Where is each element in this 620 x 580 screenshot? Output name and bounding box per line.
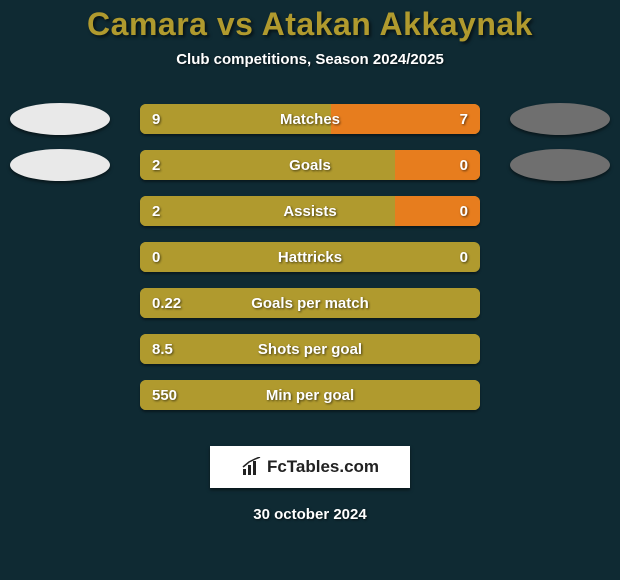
stat-bar: 550 Min per goal [140, 380, 480, 410]
stat-label: Goals [289, 157, 331, 174]
infographic: Camara vs Atakan Akkaynak Club competiti… [0, 0, 620, 580]
stat-right-value: 0 [460, 157, 468, 174]
right-player-badge [510, 103, 610, 135]
bar-labels: 8.5 Shots per goal [140, 334, 480, 364]
right-player-badge-cell [500, 149, 620, 181]
footer-date: 30 october 2024 [253, 506, 366, 523]
stat-label: Min per goal [266, 387, 354, 404]
stat-right-value: 7 [460, 111, 468, 128]
stat-left-value: 550 [152, 387, 177, 404]
bar-labels: 2 Goals 0 [140, 150, 480, 180]
stat-bar: 0 Hattricks 0 [140, 242, 480, 272]
branding-label: FcTables.com [267, 457, 379, 477]
stat-left-value: 0 [152, 249, 160, 266]
stat-row: 0.22 Goals per match [120, 288, 500, 318]
stat-bar: 2 Goals 0 [140, 150, 480, 180]
right-player-badge-cell [500, 103, 620, 135]
stat-left-value: 0.22 [152, 295, 181, 312]
bar-labels: 9 Matches 7 [140, 104, 480, 134]
stat-row: 550 Min per goal [120, 380, 500, 410]
stat-bar: 8.5 Shots per goal [140, 334, 480, 364]
bar-labels: 550 Min per goal [140, 380, 480, 410]
stat-left-value: 8.5 [152, 341, 173, 358]
right-player-badge [510, 149, 610, 181]
stat-label: Hattricks [278, 249, 342, 266]
bar-chart-icon [241, 457, 261, 477]
stat-right-value: 0 [460, 249, 468, 266]
page-subtitle: Club competitions, Season 2024/2025 [176, 51, 444, 68]
stat-bar: 2 Assists 0 [140, 196, 480, 226]
left-player-badge [10, 103, 110, 135]
bar-labels: 2 Assists 0 [140, 196, 480, 226]
stat-row: 0 Hattricks 0 [120, 242, 500, 272]
left-player-badge-cell [0, 103, 120, 135]
stat-left-value: 9 [152, 111, 160, 128]
stat-left-value: 2 [152, 203, 160, 220]
left-player-badge-cell [0, 149, 120, 181]
stat-row: 9 Matches 7 [120, 104, 500, 134]
stat-label: Assists [283, 203, 336, 220]
stat-label: Matches [280, 111, 340, 128]
bar-labels: 0 Hattricks 0 [140, 242, 480, 272]
stat-row: 8.5 Shots per goal [120, 334, 500, 364]
stat-left-value: 2 [152, 157, 160, 174]
stat-label: Shots per goal [258, 341, 362, 358]
bar-labels: 0.22 Goals per match [140, 288, 480, 318]
stat-right-value: 0 [460, 203, 468, 220]
stats-grid: 9 Matches 7 2 Goals 0 [0, 96, 620, 418]
stat-row: 2 Goals 0 [120, 150, 500, 180]
stat-row: 2 Assists 0 [120, 196, 500, 226]
page-title: Camara vs Atakan Akkaynak [87, 6, 533, 43]
stat-label: Goals per match [251, 295, 369, 312]
stat-bar: 9 Matches 7 [140, 104, 480, 134]
stat-bar: 0.22 Goals per match [140, 288, 480, 318]
left-player-badge [10, 149, 110, 181]
branding-box: FcTables.com [210, 446, 410, 488]
